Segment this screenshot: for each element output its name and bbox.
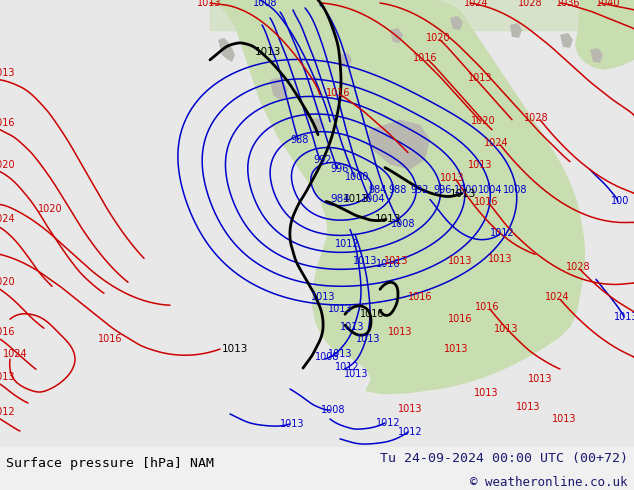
Text: 1008: 1008	[503, 185, 527, 195]
Text: 1016: 1016	[0, 118, 15, 128]
Text: 1016: 1016	[413, 53, 437, 63]
Text: 1012: 1012	[489, 228, 514, 239]
Text: 992: 992	[314, 155, 332, 165]
Text: 1013: 1013	[353, 256, 377, 267]
Text: 984: 984	[330, 195, 350, 204]
Text: 996: 996	[434, 185, 452, 195]
Text: 1008: 1008	[391, 220, 415, 229]
Text: 1013: 1013	[448, 256, 472, 267]
Text: 1008: 1008	[314, 352, 339, 362]
Text: 1024: 1024	[0, 215, 15, 224]
Polygon shape	[450, 16, 463, 30]
Text: 1013: 1013	[384, 256, 408, 267]
Text: 1028: 1028	[566, 262, 590, 272]
Text: 100: 100	[611, 196, 629, 206]
Text: 988: 988	[389, 185, 407, 195]
Text: 1016: 1016	[326, 88, 350, 98]
Text: 1013: 1013	[328, 304, 353, 314]
Text: 1016: 1016	[474, 197, 498, 207]
Polygon shape	[390, 28, 403, 43]
Text: 1012: 1012	[0, 407, 15, 417]
Text: 1016: 1016	[408, 292, 432, 302]
Text: 1012: 1012	[376, 418, 400, 428]
Text: 1013: 1013	[468, 73, 492, 83]
Polygon shape	[510, 23, 522, 38]
Text: 1013: 1013	[280, 419, 304, 429]
Text: 1013: 1013	[488, 254, 512, 264]
Text: 1020: 1020	[37, 204, 62, 215]
Polygon shape	[212, 0, 585, 394]
Text: 1013: 1013	[468, 160, 492, 170]
Text: 984: 984	[369, 185, 387, 195]
Polygon shape	[210, 0, 634, 30]
Text: 988: 988	[291, 135, 309, 145]
Text: 1020: 1020	[0, 277, 15, 287]
Text: 1016: 1016	[475, 302, 499, 312]
Text: 1016: 1016	[448, 314, 472, 324]
Text: 1000: 1000	[345, 172, 369, 182]
Text: 1013: 1013	[197, 0, 221, 8]
Polygon shape	[368, 120, 430, 170]
Text: 1016: 1016	[359, 309, 384, 319]
Text: 1024: 1024	[545, 292, 569, 302]
Text: 1013: 1013	[515, 402, 540, 412]
Polygon shape	[310, 118, 324, 133]
Polygon shape	[560, 33, 573, 48]
Polygon shape	[218, 38, 235, 62]
Text: Surface pressure [hPa] NAM: Surface pressure [hPa] NAM	[6, 457, 214, 470]
Polygon shape	[590, 48, 603, 63]
Text: 1013: 1013	[440, 172, 464, 183]
Text: 1013: 1013	[494, 324, 518, 334]
Text: 1012: 1012	[335, 240, 359, 249]
Text: 1013: 1013	[344, 369, 368, 379]
Text: 1028: 1028	[524, 113, 548, 122]
Text: 1013: 1013	[552, 414, 576, 424]
Text: 1013: 1013	[222, 344, 248, 354]
Text: 1004: 1004	[478, 185, 502, 195]
Text: 1016: 1016	[0, 327, 15, 337]
Text: 1012: 1012	[398, 427, 422, 437]
Text: 1020: 1020	[0, 160, 15, 170]
Text: 1008: 1008	[253, 0, 277, 8]
Text: 1013: 1013	[450, 189, 476, 198]
Text: 1013: 1013	[0, 372, 15, 382]
Text: 1013: 1013	[328, 349, 353, 359]
Text: Tu 24-09-2024 00:00 UTC (00+72): Tu 24-09-2024 00:00 UTC (00+72)	[380, 452, 628, 466]
Text: 1024: 1024	[484, 138, 508, 147]
Text: 996: 996	[331, 164, 349, 173]
Polygon shape	[0, 0, 634, 447]
Text: 1013: 1013	[388, 327, 412, 337]
Polygon shape	[340, 53, 352, 68]
Text: 1024: 1024	[463, 0, 488, 8]
Text: 1013: 1013	[311, 292, 335, 302]
Text: © weatheronline.co.uk: © weatheronline.co.uk	[470, 476, 628, 489]
Text: 1016: 1016	[376, 259, 400, 270]
Text: 1004: 1004	[361, 195, 385, 204]
Text: 1028: 1028	[518, 0, 542, 8]
Text: 1016: 1016	[98, 334, 122, 344]
Polygon shape	[575, 0, 634, 70]
Text: 1000: 1000	[454, 185, 478, 195]
Text: 1013: 1013	[340, 322, 365, 332]
Text: 1020: 1020	[425, 33, 450, 43]
Text: 1013: 1013	[614, 312, 634, 322]
Text: 1013: 1013	[255, 47, 281, 57]
Text: 1013: 1013	[375, 215, 401, 224]
Text: 1013: 1013	[356, 334, 380, 344]
Text: 1013: 1013	[343, 195, 369, 204]
Text: 1013: 1013	[444, 344, 469, 354]
Text: 1040: 1040	[596, 0, 620, 8]
Text: 1024: 1024	[3, 349, 27, 359]
Text: 1008: 1008	[321, 405, 346, 415]
Text: 1013: 1013	[527, 374, 552, 384]
Polygon shape	[270, 78, 288, 100]
Text: 1036: 1036	[556, 0, 580, 8]
Text: 1013: 1013	[0, 68, 15, 78]
Text: 1013: 1013	[474, 388, 498, 398]
Text: 992: 992	[411, 185, 429, 195]
Text: 1020: 1020	[470, 116, 495, 126]
Text: 1013: 1013	[398, 404, 422, 414]
Text: 1012: 1012	[335, 362, 359, 372]
